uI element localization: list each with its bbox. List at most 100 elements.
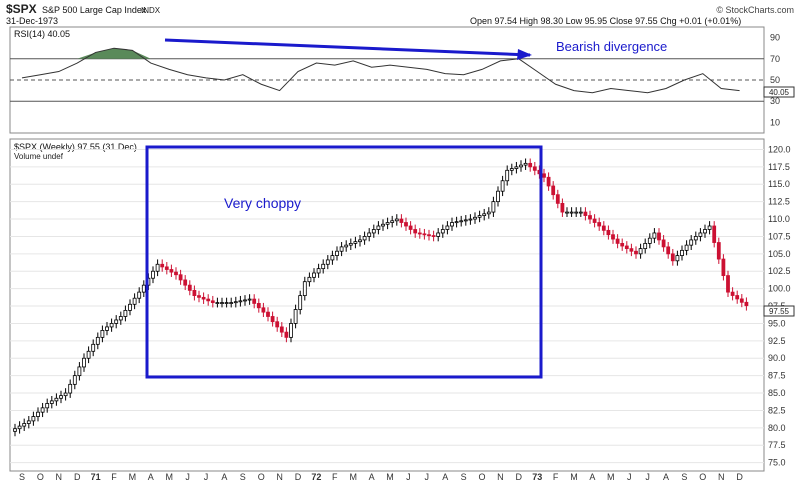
price-candle — [155, 259, 160, 277]
price-candle — [666, 242, 671, 259]
price-candle — [684, 240, 689, 256]
x-tick-label: M — [165, 472, 173, 482]
price-candle — [293, 304, 298, 329]
price-candle — [183, 275, 188, 291]
price-candle — [739, 294, 744, 308]
price-candle — [624, 241, 629, 254]
price-candle — [86, 346, 91, 364]
price-candle — [229, 297, 234, 308]
price-tick-label: 110.0 — [768, 214, 790, 224]
price-tick-label: 85.0 — [768, 388, 786, 398]
x-tick-label: A — [148, 472, 154, 482]
price-candle — [367, 228, 372, 242]
price-candle — [519, 160, 523, 172]
price-candle — [302, 276, 307, 301]
price-tick-label: 112.5 — [768, 197, 790, 207]
price-candle — [95, 332, 100, 350]
price-candle — [560, 198, 565, 217]
x-tick-label: M — [386, 472, 394, 482]
volume-legend: Volume undef — [14, 152, 64, 161]
price-candle — [36, 407, 40, 422]
x-tick-label: J — [185, 472, 190, 482]
exchange: INDX — [141, 6, 161, 15]
price-candle — [574, 207, 579, 217]
price-candle — [390, 215, 395, 228]
price-candle — [178, 269, 183, 285]
price-candle — [151, 266, 155, 284]
rsi-tick-label: 30 — [770, 96, 780, 106]
price-candle — [445, 221, 450, 235]
x-tick-label: S — [19, 472, 25, 482]
x-tick-label: A — [589, 472, 595, 482]
price-tick-label: 80.0 — [768, 423, 786, 433]
price-candle — [49, 396, 54, 409]
price-candle — [206, 294, 211, 306]
price-candle — [358, 235, 362, 247]
price-candle — [399, 214, 404, 228]
price-candle — [174, 267, 178, 280]
price-candle — [100, 325, 105, 343]
brand-logo: © StockCharts.com — [716, 5, 794, 15]
price-candle — [335, 246, 339, 261]
price-candle — [123, 305, 128, 322]
price-candle — [450, 217, 454, 231]
chart-date: 31-Dec-1973 — [6, 16, 58, 26]
x-tick-label: N — [276, 472, 283, 482]
price-candle — [362, 231, 367, 245]
price-candle — [164, 262, 169, 275]
x-tick-label: A — [663, 472, 669, 482]
price-candles — [13, 158, 749, 437]
price-candle — [647, 233, 652, 249]
price-candle — [523, 158, 528, 170]
price-candle — [77, 362, 82, 381]
price-candle — [325, 255, 330, 270]
price-gridlines — [10, 148, 764, 464]
price-candle — [703, 224, 707, 238]
price-candle — [160, 259, 165, 272]
price-candle — [26, 416, 31, 429]
price-candle — [463, 215, 468, 226]
price-candle — [629, 243, 634, 257]
price-candle — [606, 225, 611, 240]
price-candle — [408, 221, 413, 235]
x-tick-label: S — [681, 472, 687, 482]
price-candle — [569, 207, 574, 217]
x-tick-label: 71 — [91, 472, 101, 482]
x-tick-label: J — [627, 472, 632, 482]
price-candle — [712, 221, 717, 248]
price-candle — [496, 186, 500, 207]
price-legend: $SPX (Weekly) 97.55 (31 Dec) — [14, 142, 137, 152]
divergence-arrow — [164, 38, 531, 57]
price-candle — [220, 297, 224, 308]
price-candle — [735, 290, 740, 304]
price-candle — [289, 318, 293, 343]
x-tick-label: A — [442, 472, 448, 482]
x-tick-label: D — [736, 472, 743, 482]
price-candle — [169, 264, 174, 277]
price-candle — [197, 290, 201, 303]
x-tick-label: N — [56, 472, 63, 482]
price-candle — [657, 228, 661, 245]
price-candle — [270, 311, 275, 327]
price-candle — [634, 246, 638, 259]
price-candle — [233, 296, 238, 308]
symbol: $SPX — [6, 2, 37, 16]
price-candle — [344, 240, 349, 252]
price-candle — [491, 196, 496, 217]
price-candle — [726, 270, 730, 297]
price-candle — [210, 295, 215, 308]
price-candle — [371, 224, 376, 238]
price-candle — [744, 297, 749, 311]
price-candle — [40, 402, 45, 418]
price-candle — [118, 311, 123, 325]
price-candle — [114, 315, 119, 329]
x-tick-label: M — [349, 472, 357, 482]
x-tick-label: J — [406, 472, 411, 482]
price-candle — [532, 161, 537, 176]
price-candle — [137, 287, 142, 304]
price-candle — [588, 210, 592, 224]
x-tick-label: O — [258, 472, 265, 482]
rsi-panel-frame — [9, 26, 765, 134]
price-candle — [721, 254, 726, 281]
x-tick-label: O — [478, 472, 485, 482]
